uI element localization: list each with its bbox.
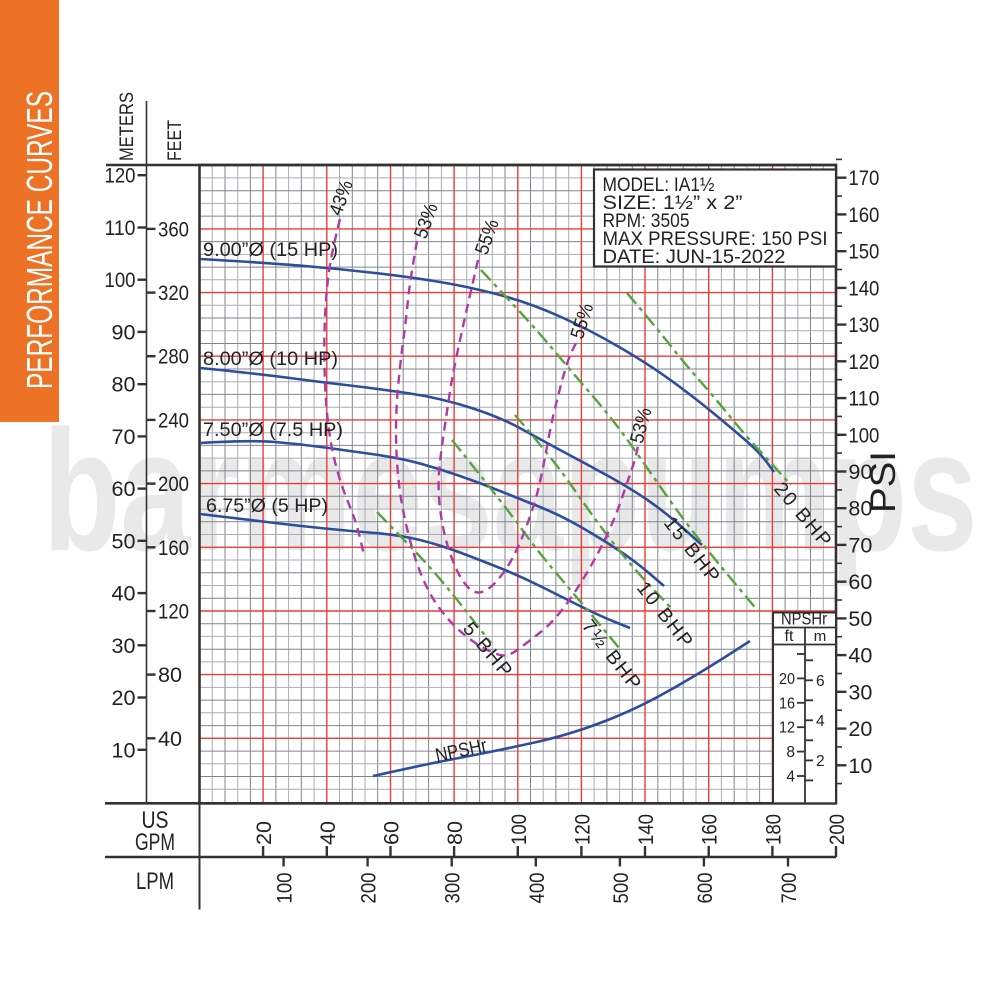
svg-text:20 BHP: 20 BHP (769, 478, 837, 553)
svg-text:400: 400 (525, 872, 549, 903)
svg-text:RPM: 3505: RPM: 3505 (603, 210, 690, 232)
svg-text:8: 8 (786, 744, 795, 761)
svg-text:80: 80 (158, 663, 182, 687)
svg-text:60: 60 (380, 821, 404, 845)
svg-text:55%: 55% (566, 301, 598, 342)
svg-text:40: 40 (112, 582, 136, 606)
svg-text:90: 90 (112, 320, 136, 344)
svg-text:15 BHP: 15 BHP (659, 513, 725, 589)
svg-text:55%: 55% (471, 216, 504, 257)
svg-text:320: 320 (158, 281, 189, 305)
svg-text:160: 160 (848, 203, 879, 227)
svg-text:16: 16 (779, 695, 795, 712)
svg-text:200: 200 (158, 472, 189, 496)
svg-text:170: 170 (848, 166, 879, 190)
svg-text:80: 80 (112, 373, 136, 397)
svg-text:150: 150 (848, 240, 879, 264)
svg-text:600: 600 (693, 872, 717, 903)
svg-text:20: 20 (112, 686, 136, 710)
svg-text:20: 20 (779, 671, 795, 688)
svg-text:140: 140 (848, 276, 879, 300)
svg-text:4: 4 (816, 713, 825, 730)
svg-text:280: 280 (158, 345, 189, 369)
svg-text:500: 500 (609, 872, 633, 903)
svg-text:ft: ft (785, 628, 794, 645)
svg-text:90: 90 (848, 460, 872, 484)
svg-text:20: 20 (252, 821, 276, 845)
svg-text:4: 4 (786, 769, 795, 786)
svg-text:110: 110 (105, 216, 136, 240)
svg-text:7.50”Ø (7.5 HP): 7.50”Ø (7.5 HP) (203, 419, 343, 441)
svg-text:70: 70 (112, 425, 136, 449)
svg-text:43%: 43% (325, 177, 358, 218)
svg-text:PERFORMANCE CURVES: PERFORMANCE CURVES (19, 91, 60, 389)
svg-text:30: 30 (848, 680, 872, 704)
svg-text:40: 40 (848, 644, 872, 668)
svg-text:70: 70 (848, 533, 872, 557)
svg-text:100: 100 (105, 268, 136, 292)
svg-text:300: 300 (441, 872, 465, 903)
svg-text:20: 20 (848, 717, 872, 741)
svg-text:160: 160 (158, 536, 189, 560)
svg-text:10 BHP: 10 BHP (632, 578, 698, 654)
svg-text:100: 100 (507, 814, 531, 845)
svg-text:140: 140 (634, 814, 658, 845)
svg-text:50: 50 (848, 607, 872, 631)
svg-text:100: 100 (848, 423, 879, 447)
svg-text:700: 700 (777, 872, 801, 903)
svg-text:METERS: METERS (116, 92, 138, 161)
svg-text:120: 120 (105, 164, 136, 188)
svg-text:DATE: JUN-15-2022: DATE: JUN-15-2022 (603, 246, 786, 268)
svg-text:10: 10 (848, 754, 872, 778)
svg-text:2: 2 (816, 753, 825, 770)
svg-text:8.00”Ø (10 HP): 8.00”Ø (10 HP) (203, 348, 338, 370)
svg-text:7½ BHP: 7½ BHP (577, 616, 646, 696)
svg-text:360: 360 (158, 217, 189, 241)
svg-text:40: 40 (158, 727, 182, 751)
svg-text:80: 80 (848, 497, 872, 521)
svg-text:120: 120 (158, 600, 189, 624)
svg-text:80: 80 (443, 821, 467, 845)
svg-text:200: 200 (825, 814, 849, 845)
svg-text:60: 60 (112, 477, 136, 501)
svg-text:240: 240 (158, 408, 189, 432)
svg-text:40: 40 (316, 821, 340, 845)
svg-text:SIZE: 1½” x 2”: SIZE: 1½” x 2” (603, 192, 743, 214)
svg-text:60: 60 (848, 570, 872, 594)
svg-text:PSI: PSI (864, 451, 903, 513)
svg-text:FEET: FEET (164, 120, 186, 161)
svg-text:9.00”Ø (15 HP): 9.00”Ø (15 HP) (203, 239, 338, 261)
svg-text:10: 10 (112, 738, 136, 762)
svg-text:200: 200 (357, 872, 381, 903)
svg-text:GPM: GPM (135, 829, 175, 856)
svg-text:110: 110 (848, 387, 879, 411)
svg-text:6.75”Ø (5 HP): 6.75”Ø (5 HP) (206, 495, 328, 517)
svg-text:LPM: LPM (136, 868, 174, 895)
svg-text:120: 120 (848, 350, 879, 374)
svg-text:US: US (142, 807, 169, 834)
svg-text:NPSHr: NPSHr (781, 609, 827, 629)
svg-text:m: m (814, 628, 827, 645)
svg-text:MAX PRESSURE: 150 PSI: MAX PRESSURE: 150 PSI (603, 228, 828, 250)
svg-text:120: 120 (570, 814, 594, 845)
svg-text:130: 130 (848, 313, 879, 337)
svg-text:160: 160 (698, 814, 722, 845)
svg-text:30: 30 (112, 634, 136, 658)
svg-text:180: 180 (761, 814, 785, 845)
svg-text:12: 12 (779, 720, 795, 737)
svg-text:53%: 53% (410, 200, 443, 241)
svg-text:6: 6 (816, 673, 825, 690)
svg-text:MODEL: IA1½: MODEL: IA1½ (603, 174, 715, 196)
svg-text:100: 100 (273, 872, 297, 903)
svg-text:50: 50 (112, 529, 136, 553)
svg-text:53%: 53% (626, 405, 657, 445)
